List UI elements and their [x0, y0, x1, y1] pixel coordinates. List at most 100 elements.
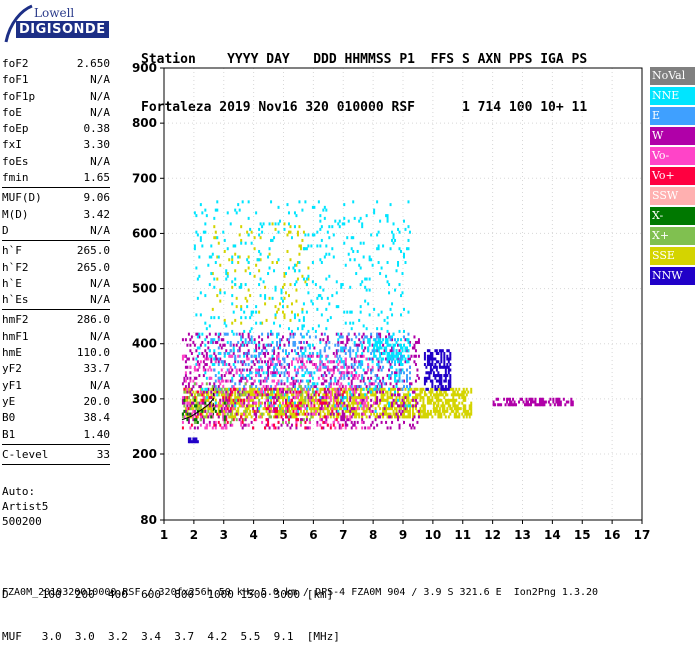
data-point — [189, 376, 192, 380]
data-point — [401, 415, 404, 419]
data-point — [332, 387, 335, 391]
data-point — [388, 332, 391, 336]
data-point — [237, 360, 240, 364]
data-point — [287, 211, 290, 215]
param-divider — [2, 240, 110, 242]
data-point — [220, 409, 223, 413]
data-point — [376, 390, 379, 394]
param-name: h`E — [2, 276, 22, 290]
data-point — [341, 423, 344, 427]
data-point — [464, 404, 467, 408]
data-point — [298, 200, 301, 204]
data-point — [367, 340, 370, 344]
data-point — [231, 329, 234, 333]
chart-marks — [181, 200, 574, 444]
data-point — [292, 379, 295, 383]
data-point — [391, 357, 394, 361]
data-point — [286, 409, 289, 413]
data-point — [296, 351, 299, 355]
data-point — [362, 340, 365, 344]
data-point — [464, 409, 467, 413]
data-point — [444, 376, 447, 380]
data-point — [238, 208, 241, 212]
data-point — [322, 409, 325, 413]
data-point — [408, 401, 411, 405]
data-point — [302, 363, 305, 367]
data-point — [389, 365, 392, 369]
data-point — [332, 371, 335, 375]
data-point — [304, 426, 307, 430]
data-point — [258, 346, 261, 350]
data-point — [217, 241, 220, 245]
data-point — [398, 387, 401, 391]
data-point — [335, 280, 338, 284]
data-point — [432, 371, 435, 375]
data-point — [217, 351, 220, 355]
data-point — [353, 393, 356, 397]
data-point — [370, 258, 373, 262]
data-point — [187, 387, 190, 391]
data-point — [352, 321, 355, 325]
data-point — [392, 241, 395, 245]
data-point — [201, 390, 204, 394]
data-point — [337, 332, 340, 336]
data-point — [313, 346, 316, 350]
data-point — [329, 412, 332, 416]
data-point — [213, 285, 216, 289]
data-point — [238, 418, 241, 422]
data-point — [355, 407, 358, 411]
data-point — [449, 357, 452, 361]
data-point — [346, 393, 349, 397]
data-point — [374, 338, 377, 342]
data-point — [241, 374, 244, 378]
data-point — [420, 409, 423, 413]
data-point — [214, 261, 217, 264]
data-point — [373, 412, 376, 416]
data-point — [274, 285, 277, 289]
data-point — [455, 407, 458, 411]
data-point — [274, 374, 277, 378]
data-point — [343, 396, 346, 400]
data-point — [284, 401, 287, 405]
data-point — [565, 400, 568, 404]
data-point — [293, 415, 296, 419]
data-point — [340, 349, 343, 353]
data-point — [432, 401, 435, 405]
data-point — [273, 368, 276, 372]
data-point — [320, 238, 323, 242]
data-point — [256, 368, 259, 372]
data-point — [214, 236, 217, 240]
data-point — [453, 415, 456, 419]
data-point — [428, 371, 431, 375]
data-point — [274, 222, 277, 226]
data-point — [249, 396, 252, 400]
data-point — [394, 374, 397, 378]
data-point — [416, 396, 419, 400]
data-point — [311, 412, 314, 416]
data-point — [258, 351, 261, 355]
data-point — [199, 412, 202, 416]
data-point — [246, 379, 249, 383]
data-point — [437, 387, 440, 391]
data-point — [204, 390, 207, 394]
data-point — [323, 396, 326, 400]
data-point — [287, 418, 290, 422]
data-point — [352, 412, 355, 416]
data-point — [246, 305, 249, 309]
data-point — [220, 338, 223, 342]
data-point — [274, 412, 277, 416]
data-point — [241, 360, 244, 364]
data-point — [267, 390, 270, 394]
data-point — [259, 390, 262, 394]
data-point — [388, 354, 391, 358]
data-point — [193, 382, 196, 386]
data-point — [287, 294, 290, 298]
data-point — [320, 332, 323, 336]
data-point — [438, 379, 441, 383]
data-point — [494, 403, 497, 407]
data-point — [192, 437, 195, 441]
data-point — [410, 354, 413, 358]
data-point — [214, 387, 217, 391]
data-point — [337, 409, 340, 413]
data-point — [317, 407, 320, 411]
